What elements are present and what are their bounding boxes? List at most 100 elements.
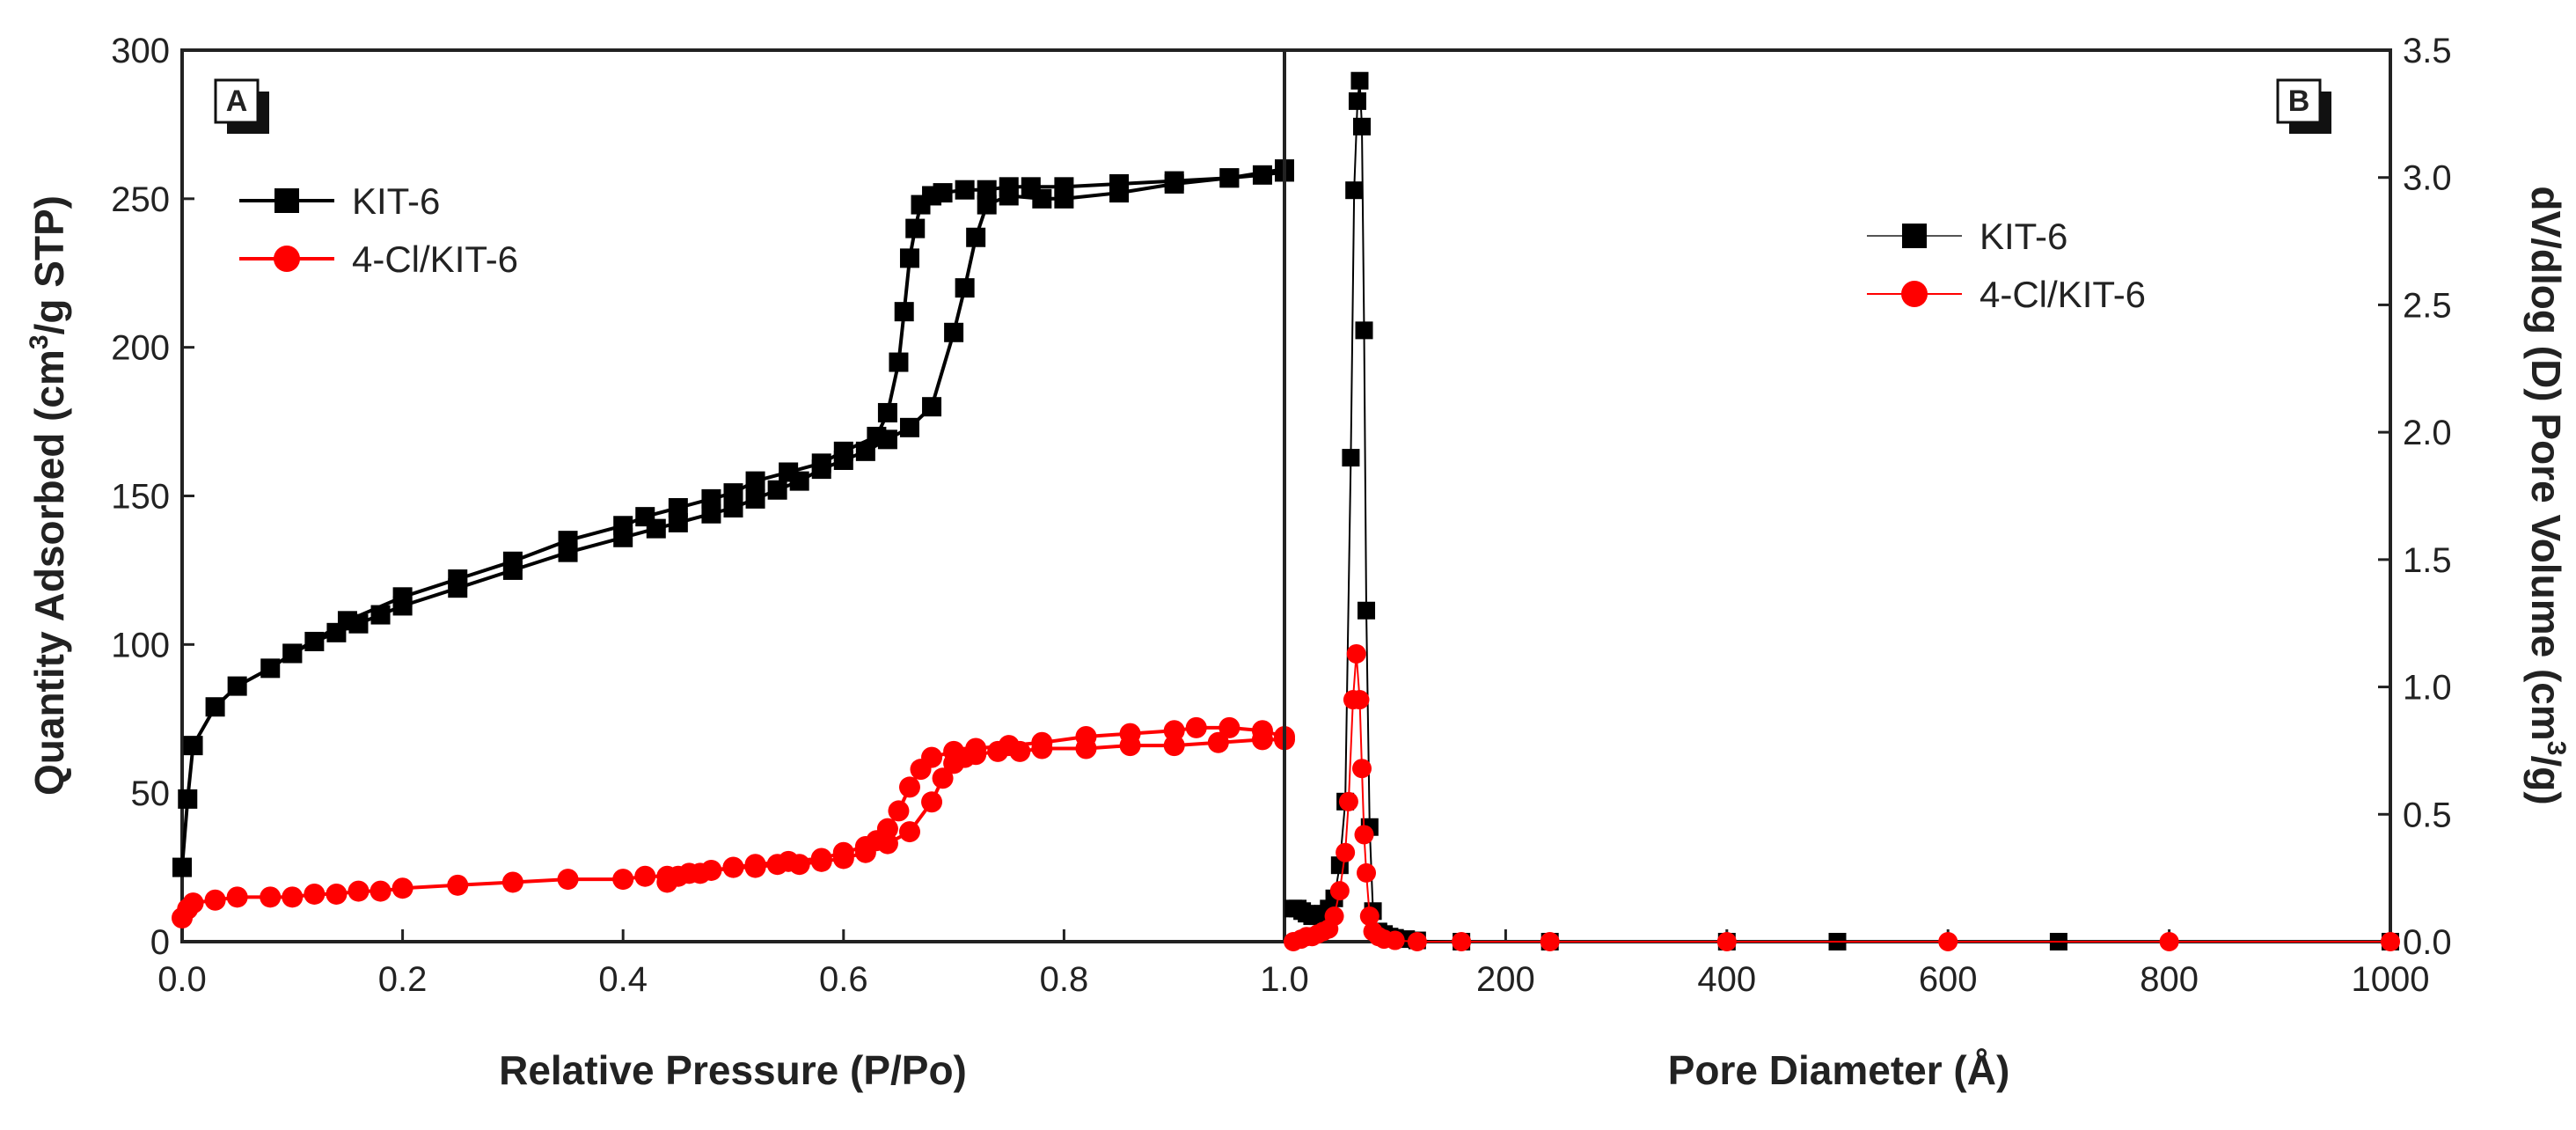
panel-b-series-1-point: [2381, 932, 2400, 951]
panel-a-series-1-point: [832, 841, 854, 863]
panel-a-x-axis-title: Relative Pressure (P/Po): [499, 1047, 967, 1093]
panel-a-series-0-point: [889, 352, 909, 372]
panel-b-series-1-point: [1407, 932, 1427, 951]
panel-a-series-1-point: [778, 850, 800, 872]
panel-b-x-tick-label: 800: [2140, 960, 2199, 999]
panel-a-series-1-point: [1163, 735, 1185, 757]
panel-a-series-1-point: [943, 740, 965, 762]
panel-a-series-0-point: [922, 397, 942, 417]
panel-b-series-1: [1284, 643, 2400, 951]
panel-a-series-1-point: [1031, 731, 1053, 753]
panel-a-series-0-point: [282, 643, 303, 664]
panel-b-y-tick-label: 3.0: [2403, 159, 2452, 198]
panel-a-series-0-point: [635, 507, 655, 527]
panel-a-series-0-point: [1109, 173, 1130, 194]
panel-a-series-1-point: [326, 883, 348, 905]
panel-b-y-tick-label: 2.0: [2403, 414, 2452, 452]
panel-b-x-axis-title: Pore Diameter (Å): [1668, 1047, 2010, 1093]
panel-a-series-1-point: [898, 821, 920, 843]
panel-a-x-tick-label: 0.6: [819, 960, 868, 999]
panel-a-series-1-point: [810, 848, 832, 870]
panel-a-series-0-point: [999, 177, 1019, 197]
panel-a-series-1-point: [392, 877, 413, 899]
panel-a-series-0-point: [337, 611, 357, 631]
panel-b-y-tick-label: 2.5: [2403, 286, 2452, 325]
legend-a-cl-label: 4-Cl/KIT-6: [352, 238, 518, 280]
panel-a-x-tick-label: 0.4: [598, 960, 648, 999]
panel-a-series-1-point: [226, 886, 248, 908]
panel-a-series-0-point: [899, 417, 919, 437]
panel-b-y-tick-label: 0.5: [2403, 796, 2452, 834]
panel-a-series-0-point: [905, 218, 926, 238]
panel-a-y-axis-title: Quantity Adsorbed (cm3/g STP): [25, 195, 72, 796]
panel-a-series-0-point: [833, 441, 853, 461]
panel-a-series-1-point: [1119, 723, 1141, 745]
panel-a-series-0-point: [227, 676, 247, 696]
panel-a-label: A: [214, 78, 269, 134]
panel-a-series-1-point: [501, 871, 523, 893]
panel-a-series-0-point: [745, 488, 765, 509]
panel-a-series-1-point: [1163, 720, 1185, 742]
panel-a-series-1-point: [744, 854, 766, 876]
legend-b-kit6-label: KIT-6: [1980, 216, 2067, 257]
panel-a-series-1-point: [348, 880, 370, 902]
panel-a-isotherm-chart: 0.0 0.2 0.4 0.6 0.8 1.0 0 50 100 150 200 250 300 A K…: [25, 32, 1309, 1093]
panel-b-x-tick-label: 1000: [2352, 960, 2430, 999]
panel-a-series-1-point: [932, 767, 954, 789]
panel-b-series-1-point: [1385, 930, 1405, 950]
panel-a-y-tick-label: 0: [150, 923, 170, 962]
panel-a-series-1-point: [998, 735, 1020, 757]
panel-a-series-1-point: [722, 856, 744, 878]
panel-a-series-1-point: [656, 871, 678, 893]
panel-b-series-0-point: [1358, 601, 1376, 620]
panel-a-x-tick-label: 0.0: [157, 960, 207, 999]
panel-a-y-tick-label: 200: [111, 329, 170, 368]
panel-a-series-0-point: [955, 180, 975, 200]
panel-b-series-0-point: [1342, 449, 1360, 467]
panel-a-y-tick-label: 300: [111, 32, 170, 70]
panel-b-legend: KIT-6 4-Cl/KIT-6: [1867, 216, 2146, 315]
panel-a-series-0-point: [894, 302, 914, 322]
panel-a-series-1-point: [1218, 716, 1240, 738]
panel-a-series-0-point: [977, 180, 997, 200]
panel-a-series-0-point: [899, 248, 919, 268]
panel-a-series-1-point: [182, 892, 204, 914]
panel-a-series-0-point: [558, 531, 578, 551]
panel-a-series-0-point: [392, 587, 413, 607]
panel-b-letter: B: [2288, 84, 2310, 118]
panel-a-series-0-point: [723, 483, 743, 503]
panel-a-series-0-point: [877, 402, 897, 422]
panel-b-series-1-point: [1329, 881, 1350, 901]
legend-b-cl-label: 4-Cl/KIT-6: [1980, 274, 2146, 315]
panel-a-series-0-point: [701, 488, 721, 509]
panel-b-series-0-point: [1348, 92, 1366, 110]
panel-a-series-1-point: [854, 835, 876, 857]
panel-b-series-1-point: [1938, 932, 1958, 951]
panel-a-series-0-point: [779, 462, 799, 482]
panel-a-series-1-point: [370, 880, 392, 902]
panel-a-series-0-point: [613, 516, 633, 536]
panel-a-series-0-point: [668, 512, 688, 532]
panel-a-series-0-point: [977, 194, 997, 215]
panel-a-series-1-point: [634, 865, 656, 887]
panel-a-series-1-point: [447, 874, 469, 896]
panel-b-x-tick-label: 200: [1476, 960, 1535, 999]
panel-a-series-1-point: [204, 889, 226, 911]
panel-a-series-0-point: [1021, 177, 1041, 197]
panel-a-y-tick-label: 250: [111, 180, 170, 219]
panel-b-series-1-point: [1716, 932, 1737, 951]
panel-a-series-0-point: [767, 480, 787, 500]
panel-b-series-1-point: [1338, 791, 1358, 811]
panel-b-series-1-point: [1324, 906, 1344, 927]
panel-a-series-0-point: [1219, 168, 1240, 188]
panel-b-y-tick-label: 0.0: [2403, 923, 2452, 962]
panel-a-series-1-point: [612, 869, 634, 891]
panel-b-series-1-point: [1336, 842, 1356, 862]
panel-b-series-0-point: [1355, 321, 1373, 340]
panel-b-series-1-point: [1452, 932, 1472, 951]
panel-b-series: [1284, 71, 2400, 951]
panel-a-series-0-point: [944, 322, 964, 342]
